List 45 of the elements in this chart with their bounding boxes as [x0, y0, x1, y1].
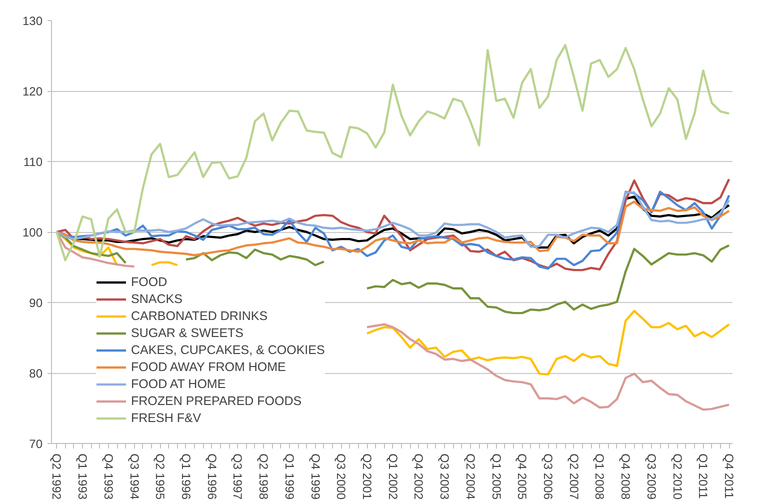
legend-label: CAKES, CUPCAKES, & COOKIES [131, 343, 325, 357]
y-tick-label: 110 [23, 155, 43, 169]
x-tick-label: Q3 2009 [644, 454, 658, 500]
x-tick-label: Q4 1996 [204, 454, 219, 500]
legend-label: FOOD [131, 275, 168, 289]
x-tick-label: Q3 2003 [438, 454, 452, 500]
legend-label: FOOD AWAY FROM HOME [131, 360, 286, 374]
x-tick-label: Q2 1998 [256, 454, 271, 500]
legend-label: FROZEN PREPARED FOODS [131, 394, 302, 408]
x-tick-label: Q1 2011 [696, 454, 710, 499]
x-tick-label: Q2 2007 [566, 454, 581, 500]
y-tick-label: 80 [29, 366, 43, 380]
x-tick-label: Q4 2005 [515, 454, 530, 500]
legend-label: FOOD AT HOME [131, 377, 226, 391]
x-tick-label: Q1 1996 [178, 454, 193, 500]
x-tick-label: Q3 2000 [334, 454, 348, 500]
x-tick-label: Q4 2008 [618, 454, 633, 500]
x-tick-label: Q4 1993 [101, 454, 116, 500]
x-tick-label: Q3 2006 [541, 454, 556, 500]
legend-label: SNACKS [131, 292, 182, 306]
x-tick-label: Q1 1993 [76, 454, 90, 500]
x-tick-label: Q1 2005 [489, 454, 504, 500]
x-tick-label: Q1 2002 [386, 454, 400, 500]
x-tick-label: Q1 1999 [282, 454, 296, 500]
legend-label: FRESH F&V [131, 411, 202, 425]
y-tick-label: 90 [29, 296, 43, 310]
x-tick-label: Q2 2004 [463, 454, 478, 500]
x-tick-label: Q2 2010 [670, 454, 684, 500]
x-tick-label: Q4 1999 [308, 454, 322, 500]
x-tick-label: Q4 2002 [412, 454, 426, 500]
legend-label: CARBONATED DRINKS [131, 309, 268, 323]
y-tick-label: 100 [22, 226, 43, 240]
x-tick-label: Q4 2011 [722, 454, 736, 499]
x-tick-label: Q2 1995 [153, 454, 168, 500]
y-tick-label: 120 [22, 84, 43, 98]
x-tick-label: Q2 2001 [360, 454, 374, 500]
x-tick-label: Q1 2008 [592, 454, 607, 500]
x-tick-label: Q3 1994 [127, 454, 142, 500]
legend-label: SUGAR & SWEETS [131, 326, 244, 340]
x-tick-label: Q3 1997 [230, 454, 245, 500]
x-tick-label: Q2 1992 [50, 454, 64, 500]
line-series [56, 44, 730, 262]
y-tick-label: 130 [22, 14, 43, 28]
line-series [56, 200, 730, 256]
y-tick-label: 70 [29, 437, 43, 451]
